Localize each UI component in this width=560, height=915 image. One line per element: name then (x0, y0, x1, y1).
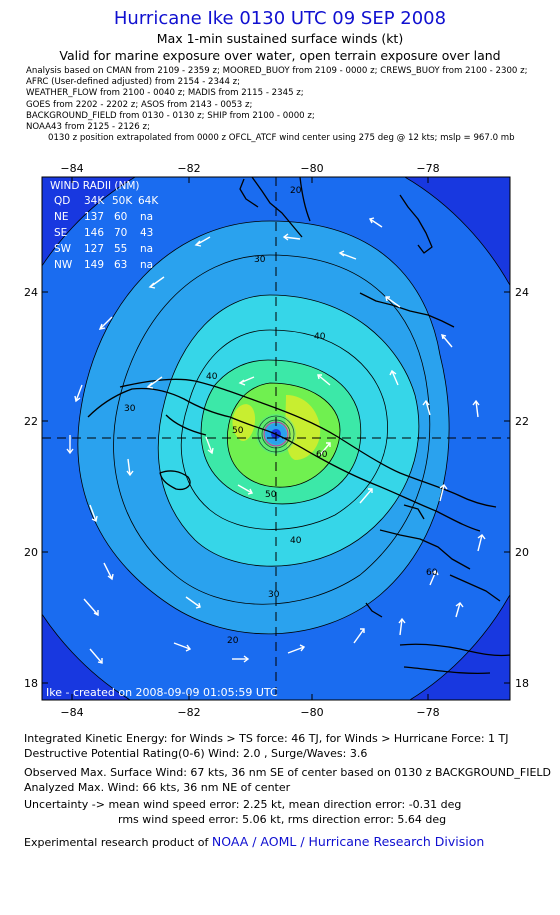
source-line: WEATHER_FLOW from 2100 - 0040 z; MADIS f… (26, 88, 304, 99)
radii-header: 34K (84, 195, 105, 207)
wind-radii-title: WIND RADII (NM) (50, 180, 140, 192)
radii-cell: na (140, 243, 153, 255)
credit-line: Experimental research product of NOAA / … (24, 834, 484, 849)
radii-header: QD (54, 195, 70, 207)
page-title: Hurricane Ike 0130 UTC 09 SEP 2008 (113, 8, 447, 29)
radii-cell: 70 (114, 227, 127, 239)
source-line: GOES from 2202 - 2202 z; ASOS from 2143 … (26, 99, 253, 110)
wind-field (42, 177, 510, 700)
energy-stats: Integrated Kinetic Energy: for Winds > T… (24, 732, 554, 761)
radii-cell: SW (54, 243, 72, 255)
radii-cell: 60 (114, 211, 127, 223)
ike-line: Integrated Kinetic Energy: for Winds > T… (24, 732, 509, 745)
observed-max-line: Observed Max. Surface Wind: 67 kts, 36 n… (24, 766, 552, 779)
radii-cell: na (140, 211, 153, 223)
lat-tick-label: 22 (24, 415, 38, 428)
radii-cell: 55 (114, 243, 127, 255)
lat-tick-label: 24 (515, 286, 529, 299)
contour-label: 30 (124, 404, 136, 414)
source-line: NOAA43 from 2125 - 2126 z; (26, 122, 150, 133)
position-note: 0130 z position extrapolated from 0000 z… (48, 133, 515, 144)
contour-label: 40 (290, 536, 302, 546)
lat-tick-label: 20 (24, 546, 38, 559)
contour-label: 50 (265, 490, 277, 500)
wind-radii-table: WIND RADII (NM) QD 34K 50K 64K NE 137 60… (50, 180, 159, 271)
hrd-link[interactable]: NOAA / AOML / Hurricane Research Divisio… (211, 834, 485, 849)
contour-label: 40 (314, 332, 326, 342)
lat-tick-label: 22 (515, 415, 529, 428)
plot-frame (41, 176, 511, 701)
analysis-sources: Analysis based on CMAN from 2109 - 2359 … (26, 66, 556, 144)
radii-cell: 146 (84, 227, 104, 239)
lat-tick-label: 24 (24, 286, 38, 299)
center-crosshair (42, 177, 510, 700)
lat-tick-label: 18 (515, 677, 529, 690)
lon-tick-label: −84 (60, 162, 83, 175)
dpr-line: Destructive Potential Rating(0-6) Wind: … (24, 746, 368, 760)
lon-tick-label: −82 (177, 162, 200, 175)
lat-tick-label: 20 (515, 546, 529, 559)
lon-tick-label: −84 (60, 706, 83, 719)
coastlines (87, 177, 510, 675)
subtitle-exposure: Valid for marine exposure over water, op… (59, 48, 501, 63)
max-wind-stats: Observed Max. Surface Wind: 67 kts, 36 n… (24, 766, 554, 795)
lon-tick-label: −78 (416, 706, 439, 719)
lon-tick-label: −78 (416, 162, 439, 175)
radii-cell: SE (54, 227, 67, 239)
contour-label: 20 (227, 636, 239, 646)
contour-label: 50 (232, 426, 244, 436)
lon-tick-label: −80 (300, 706, 323, 719)
radii-cell: 149 (84, 259, 104, 271)
credit-prefix: Experimental research product of (24, 836, 212, 849)
axis-ticks (42, 177, 510, 700)
contour-label: 60 (426, 568, 438, 578)
rms-line: rms wind speed error: 5.06 kt, rms direc… (118, 812, 447, 826)
contour-label: 40 (206, 372, 218, 382)
subtitle-winds: Max 1-min sustained surface winds (kt) (156, 31, 404, 46)
contour-label: 30 (254, 255, 266, 265)
map-footer-label: Ike - created on 2008-09-09 01:05:59 UTC (46, 686, 278, 699)
contour-label: 30 (268, 590, 280, 600)
source-line: BACKGROUND_FIELD from 0130 - 0130 z; SHI… (26, 110, 315, 121)
radii-cell: NE (54, 211, 69, 223)
lon-tick-label: −82 (177, 706, 200, 719)
contour-labels: 20 30 40 50 60 40 30 20 60 30 40 50 (124, 186, 438, 646)
wind-map: 20 30 40 50 60 40 30 20 60 30 40 50 WIND… (24, 162, 529, 719)
radii-cell: NW (54, 259, 73, 271)
uncertainty-line: Uncertainty -> mean wind speed error: 2.… (24, 798, 462, 811)
source-line: Analysis based on CMAN from 2109 - 2359 … (26, 66, 528, 76)
source-line: AFRC (User-defined adjusted) from 2154 -… (26, 77, 241, 88)
radii-cell: na (140, 259, 153, 271)
radii-cell: 63 (114, 259, 127, 271)
radii-header: 50K (112, 195, 133, 207)
lat-tick-label: 18 (24, 677, 38, 690)
radii-cell: 127 (84, 243, 104, 255)
contour-label: 20 (290, 186, 302, 196)
contour-label: 60 (316, 450, 328, 460)
lon-tick-label: −80 (300, 162, 323, 175)
wind-arrows (66, 217, 486, 664)
radii-header: 64K (138, 195, 159, 207)
axis-labels: −84 −82 −80 −78 −84 −82 −80 −78 24 22 20… (24, 162, 529, 719)
radii-cell: 43 (140, 227, 153, 239)
uncertainty-stats: Uncertainty -> mean wind speed error: 2.… (24, 798, 554, 827)
radii-cell: 137 (84, 211, 104, 223)
analyzed-max-line: Analyzed Max. Wind: 66 kts, 36 nm NE of … (24, 780, 291, 794)
